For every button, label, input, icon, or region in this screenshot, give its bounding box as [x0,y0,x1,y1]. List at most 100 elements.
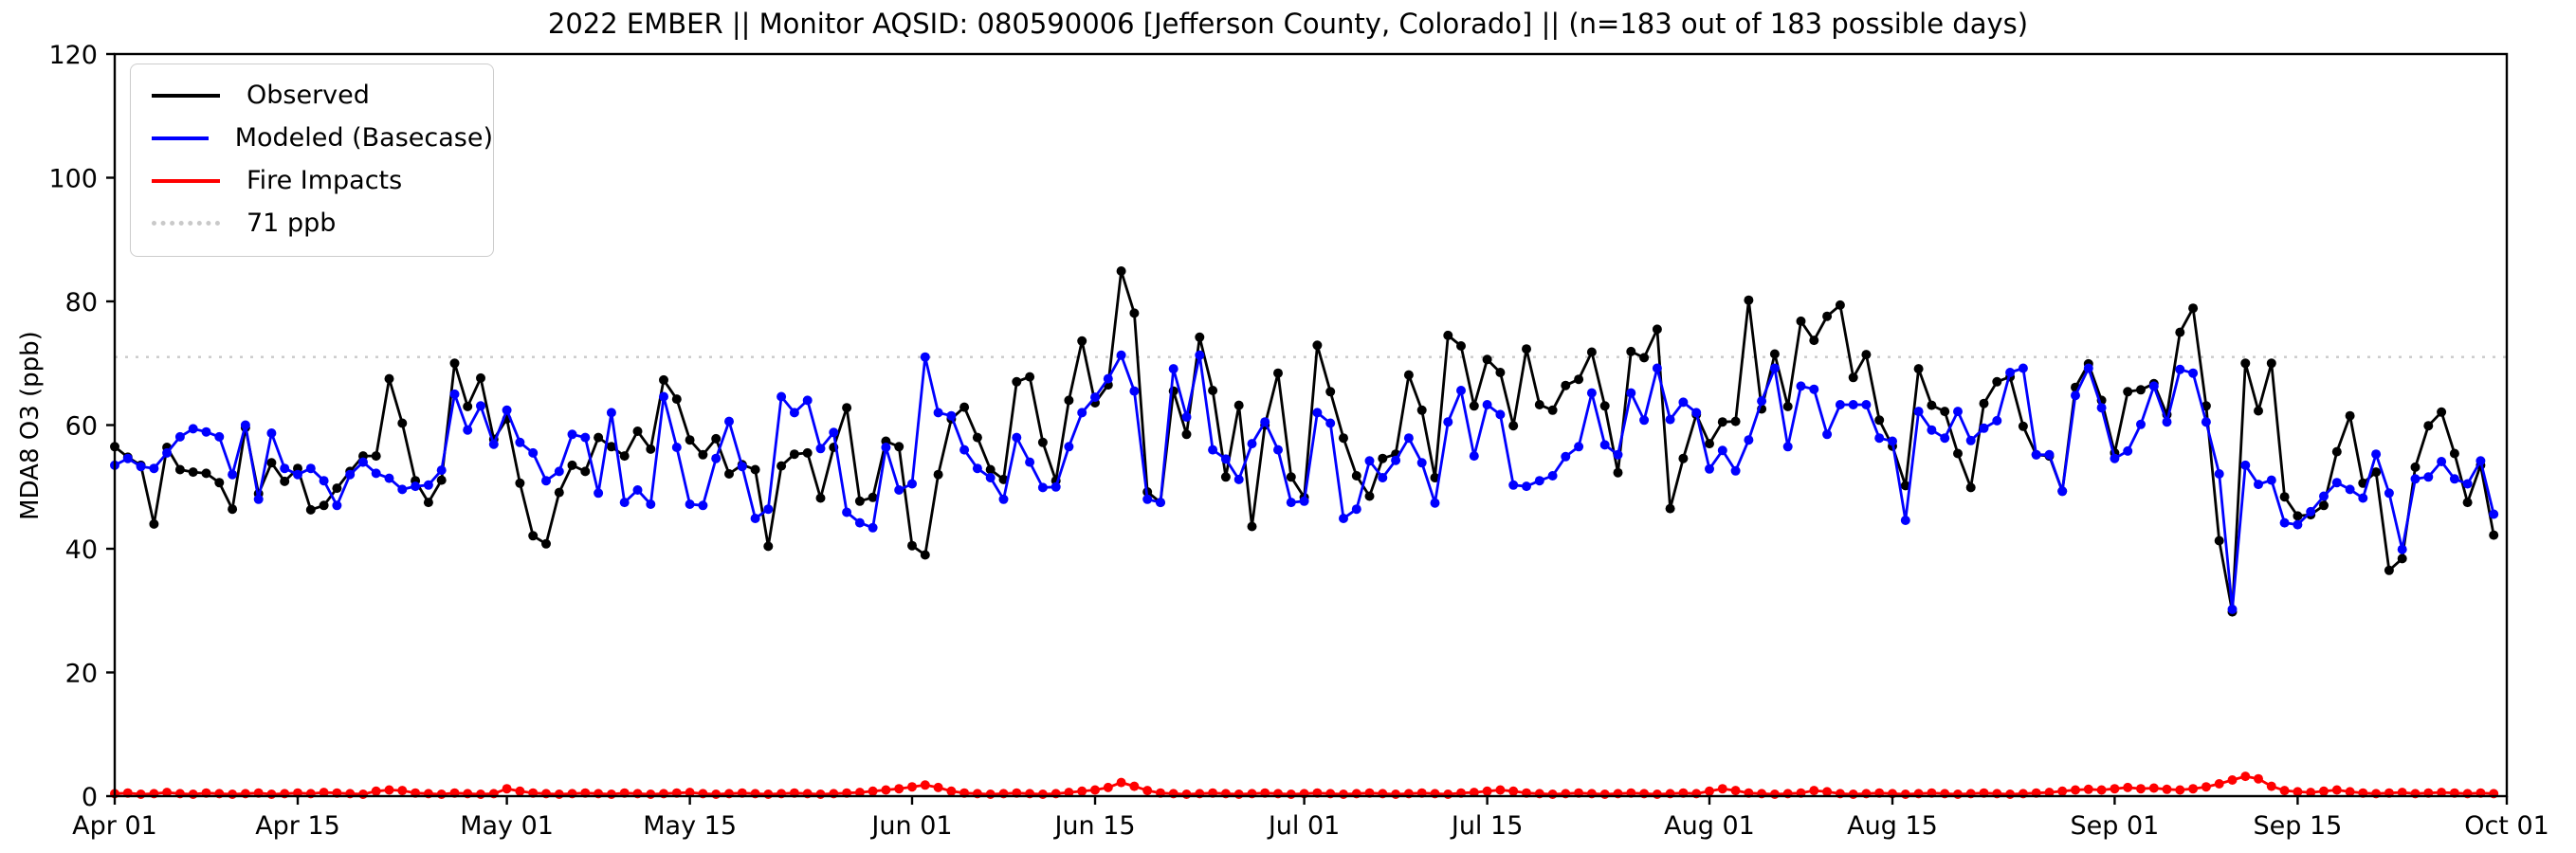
modeled-marker [750,514,760,523]
observed-marker [854,496,865,506]
fire-marker [371,786,381,796]
modeled-marker [2083,363,2093,373]
modeled-marker [1874,433,1885,444]
modeled-marker [1247,439,1257,449]
modeled-marker [1965,435,1976,445]
modeled-marker [2266,475,2276,485]
observed-marker [724,469,734,479]
modeled-marker [1691,408,1702,418]
legend-item-fire: Fire Impacts [131,159,493,202]
observed-marker [449,358,460,369]
modeled-marker [214,431,225,442]
modeled-marker [1233,474,1244,484]
observed-marker [1665,503,1675,514]
modeled-marker [1835,400,1845,409]
modeled-marker [2123,445,2133,456]
fire-marker [502,784,512,794]
observed-marker [266,458,277,468]
fire-marker [2331,785,2342,795]
fire-marker [2057,786,2068,796]
fire-marker [1339,789,1348,799]
fire-marker [2306,788,2316,798]
modeled-marker [1142,494,1153,504]
modeled-marker [1940,433,1950,444]
modeled-marker [423,480,433,490]
observed-marker [2018,421,2028,431]
modeled-marker [2397,544,2407,554]
modeled-marker [711,453,722,463]
modeled-marker [528,447,539,458]
fire-marker [907,782,917,792]
observed-marker [1339,433,1348,444]
observed-marker [2293,511,2303,521]
observed-marker [1861,350,1872,360]
observed-marker [1940,407,1950,417]
observed-marker [1561,380,1571,390]
modeled-marker [737,462,747,472]
observed-marker [1965,482,1976,493]
observed-marker [463,401,473,411]
observed-marker [528,531,539,541]
modeled-marker [1260,417,1270,427]
modeled-marker [332,500,342,511]
fire-marker [868,786,878,796]
modeled-marker [1391,455,1401,465]
modeled-marker [1809,384,1819,394]
modeled-marker [449,389,460,399]
observed-line-swatch [152,93,220,98]
fire-marker [1717,784,1727,794]
fire-marker [985,789,996,799]
y-tick-label: 80 [65,288,98,318]
observed-marker [698,449,708,460]
fire-marker [1900,789,1910,799]
fire-marker [1953,789,1963,799]
observed-marker [802,447,813,458]
fire-marker [606,789,616,799]
modeled-marker [1495,409,1506,420]
modeled-marker [1378,473,1388,482]
legend-label-fire: Fire Impacts [247,166,403,195]
observed-marker [776,461,787,471]
modeled-marker [1769,363,1780,373]
modeled-marker [724,416,734,426]
observed-marker [1312,340,1323,351]
modeled-marker [1730,465,1741,476]
legend-label-threshold: 71 ppb [247,209,337,238]
modeled-marker [2254,480,2263,490]
fire-marker [854,788,865,798]
modeled-marker [541,476,551,486]
modeled-marker [1508,480,1519,490]
observed-marker [332,483,342,494]
modeled-marker [815,444,826,454]
fire-marker [2345,787,2355,797]
modeled-marker [240,420,250,430]
fire-marker [2071,785,2080,795]
modeled-marker [698,500,708,511]
modeled-marker [502,405,512,415]
fire-marker [815,789,826,799]
modeled-marker [868,522,878,533]
modeled-marker [384,473,394,483]
modeled-marker [1129,386,1140,396]
fire-line-swatch [152,178,220,183]
modeled-marker [1156,498,1165,508]
modeled-marker [1430,498,1440,508]
modeled-line-swatch [152,136,209,140]
observed-marker [2345,410,2355,421]
modeled-marker [1639,415,1650,426]
fire-marker [1730,786,1741,796]
observed-marker [384,373,394,384]
observed-marker [763,541,774,552]
modeled-marker [1705,463,1714,474]
y-tick-label: 40 [65,535,98,565]
modeled-marker [149,463,159,474]
modeled-marker [1077,408,1087,418]
observed-marker [541,538,551,549]
observed-marker [2371,467,2382,478]
x-tick-label: Jun 15 [1052,811,1135,841]
modeled-marker [2044,449,2055,460]
observed-marker [436,475,447,485]
modeled-marker [305,463,316,474]
